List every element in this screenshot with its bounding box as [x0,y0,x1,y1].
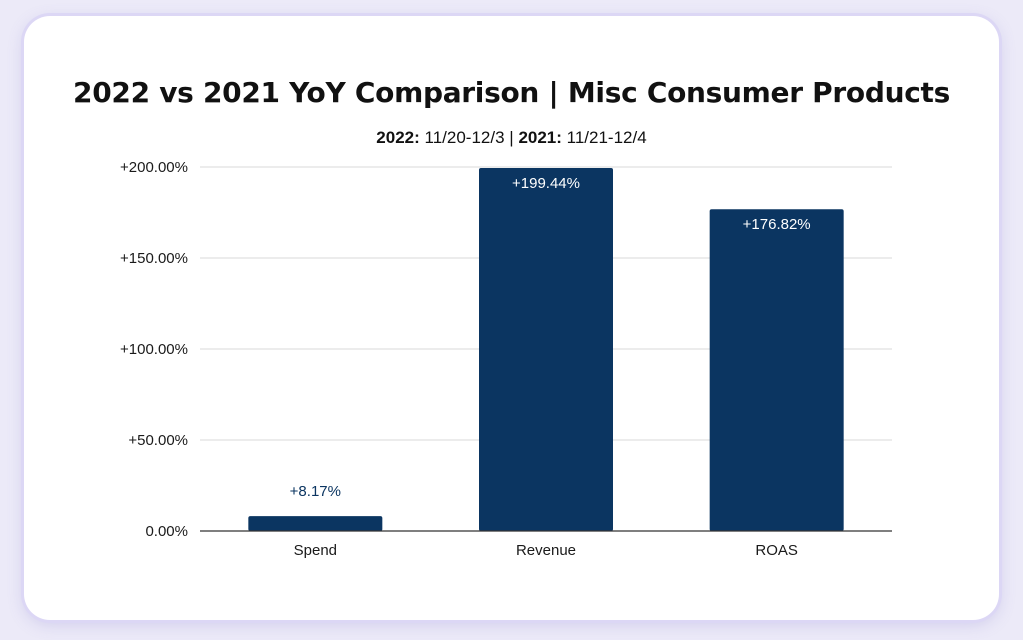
subtitle-label-2021: 2021: [518,128,562,147]
data-label: +176.82% [743,216,811,233]
y-tick-label: +100.00% [120,341,188,358]
y-tick-label: +50.00% [128,432,188,449]
x-category-label: Revenue [516,542,576,559]
x-category-label: Spend [294,542,337,559]
subtitle-separator: | [509,128,514,147]
subtitle-range-2021: 11/21-12/4 [566,128,647,147]
y-tick-label: 0.00% [145,523,188,540]
subtitle-range-2022: 11/20-12/3 [424,128,505,147]
bar-revenue [479,168,613,531]
y-tick-label: +200.00% [120,159,188,176]
bar-spend [248,516,383,531]
data-label: +199.44% [512,175,580,192]
bar-roas [709,209,844,531]
chart-subtitle: 2022: 11/20-12/3 | 2021: 11/21-12/4 [24,128,999,148]
data-label: +8.17% [290,483,341,500]
x-category-label: ROAS [755,542,798,559]
y-tick-label: +150.00% [120,250,188,267]
subtitle-label-2022: 2022: [376,128,420,147]
chart-title: 2022 vs 2021 YoY Comparison | Misc Consu… [73,76,950,109]
